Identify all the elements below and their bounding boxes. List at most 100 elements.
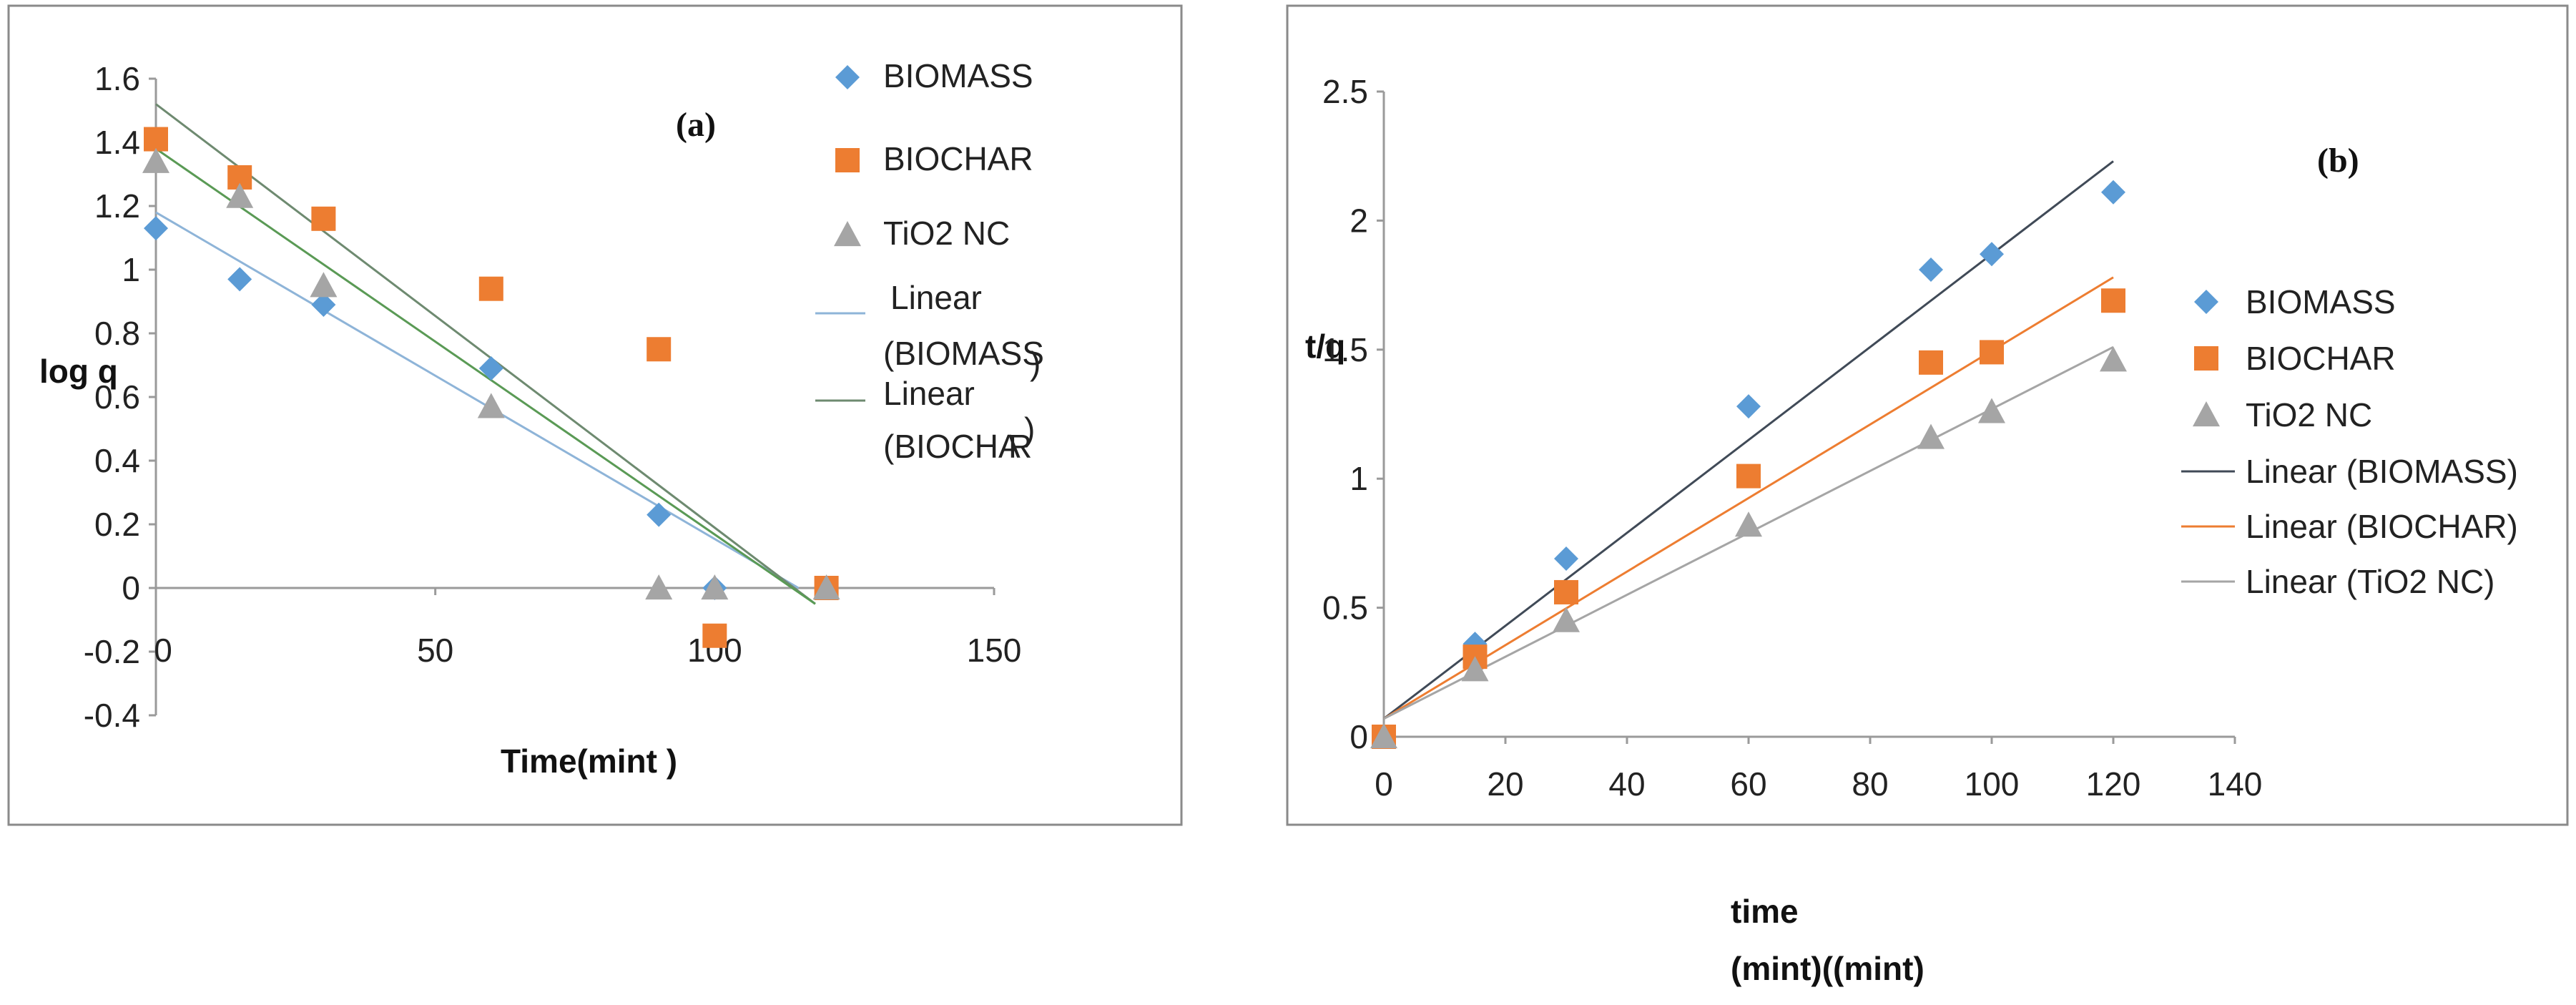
chart-a-frame	[7, 4, 1183, 826]
chart-b-point	[1980, 340, 2004, 365]
chart-b-point	[1554, 579, 1578, 604]
chart-a-point	[812, 574, 840, 600]
chart-b-xtick-label: 40	[1608, 765, 1645, 803]
chart-a-ytick-label: 1.4	[94, 124, 140, 161]
chart-a-point	[645, 574, 673, 600]
chart-a-point	[227, 267, 252, 292]
legend-a-tio2-label: TiO2 NC	[883, 215, 1010, 252]
chart-b: (b) t/q time (mint)((mint) BIOMASS BIOCH…	[1305, 73, 2518, 987]
chart-a-ytick-label: 0.6	[94, 378, 140, 416]
chart-b-point	[1919, 350, 1943, 375]
legend-b-linear-biochar-label: Linear (BIOCHAR)	[2246, 508, 2518, 545]
chart-a-legend: BIOMASS BIOCHAR TiO2 NC Linear (BIOMASS …	[815, 57, 1044, 465]
chart-a-legend-marker	[835, 65, 860, 89]
legend-a-linear-biomass-l3: )	[1030, 345, 1041, 382]
chart-a-point	[226, 182, 254, 208]
chart-a-point	[647, 502, 672, 527]
chart-b-xtick-label: 120	[2086, 765, 2141, 803]
chart-a-point	[478, 356, 503, 381]
chart-a-ytick-label: 1.2	[94, 187, 140, 225]
chart-b-point	[1980, 242, 2004, 267]
legend-b-tio2-label: TiO2 NC	[2246, 396, 2372, 433]
chart-a: (a) log q Time(mint ) BIOMASS BIOCHAR Ti…	[39, 57, 1044, 780]
chart-b-ytick-label: 0.5	[1322, 589, 1368, 627]
chart-a-xtick-label: 0	[154, 632, 172, 669]
chart-a-xlabel: Time(mint )	[501, 742, 677, 780]
chart-b-ytick-label: 2.5	[1322, 73, 1368, 110]
chart-a-ytick-label: 0.2	[94, 506, 140, 543]
chart-a-trendline	[155, 211, 800, 589]
legend-b-linear-biomass-label: Linear (BIOMASS)	[2246, 453, 2518, 490]
legend-a-linear-biomass-l2: (BIOMASS	[883, 335, 1044, 372]
legend-a-linear-biochar-l4: )	[1024, 411, 1035, 448]
chart-b-xtick-label: 60	[1730, 765, 1766, 803]
chart-a-ytick-label: -0.2	[84, 633, 140, 670]
chart-a-point	[311, 206, 336, 231]
chart-b-xtick-label: 0	[1375, 765, 1393, 803]
chart-a-legend-marker	[834, 221, 861, 247]
legend-a-linear-biomass-l1: Linear	[890, 279, 982, 316]
chart-a-ytick-label: 1.6	[94, 60, 140, 97]
chart-b-point	[1919, 257, 1943, 282]
chart-b-frame	[1286, 4, 2569, 826]
chart-b-point	[1554, 546, 1578, 572]
chart-b-xtick-label: 80	[1852, 765, 1888, 803]
chart-a-point	[144, 216, 168, 241]
chart-b-point	[2100, 346, 2127, 372]
chart-a-xtick-label: 150	[967, 632, 1022, 669]
chart-b-ytick-label: 1	[1350, 460, 1368, 497]
chart-b-point	[1736, 464, 1761, 489]
chart-b-xlabel-line1: time	[1731, 893, 1799, 930]
chart-b-ylabel: t/q	[1305, 328, 1345, 365]
chart-b-point	[1461, 656, 1489, 682]
chart-b-point	[1553, 607, 1580, 632]
chart-b-point	[1736, 394, 1761, 419]
legend-b-linear-tio2-label: Linear (TiO2 NC)	[2246, 563, 2494, 600]
chart-b-point	[2101, 288, 2125, 313]
chart-b-xtick-label: 140	[2208, 765, 2263, 803]
chart-a-point	[144, 127, 168, 152]
chart-a-point	[310, 272, 338, 298]
legend-a-biochar-label: BIOCHAR	[883, 140, 1033, 177]
chart-b-legend-marker	[2194, 346, 2218, 371]
chart-b-legend-marker	[2194, 290, 2218, 314]
chart-b-ytick-label: 1.5	[1322, 331, 1368, 368]
chart-b-point	[1370, 723, 1397, 749]
chart-b-legend-marker	[2193, 401, 2220, 427]
chart-b-xtick-label: 100	[1965, 765, 2020, 803]
chart-a-point	[701, 574, 729, 600]
legend-a-linear-biochar-l3: R	[1008, 428, 1032, 465]
chart-a-point	[142, 147, 169, 173]
legend-b-biomass-label: BIOMASS	[2246, 283, 2396, 320]
chart-b-legend: BIOMASS BIOCHAR TiO2 NC Linear (BIOMASS)…	[2181, 283, 2518, 600]
chart-a-ytick-label: 0	[122, 569, 140, 607]
chart-a-point	[477, 393, 505, 418]
chart-a-point	[702, 623, 727, 648]
chart-b-point	[1735, 511, 1762, 537]
legend-a-linear-biochar-l1: Linear	[883, 375, 975, 412]
panel-label-a: (a)	[676, 106, 716, 144]
legend-a-linear-biochar-l2: (BIOCHA	[883, 428, 1021, 465]
chart-b-xlabel-line2: (mint)((mint)	[1731, 950, 1924, 987]
chart-b-xtick-label: 20	[1487, 765, 1523, 803]
chart-a-trendline	[155, 147, 816, 605]
chart-a-ylabel: log q	[39, 353, 118, 390]
chart-a-xtick-label: 50	[417, 632, 453, 669]
chart-a-ytick-label: -0.4	[84, 697, 140, 734]
legend-a-biomass-label: BIOMASS	[883, 57, 1033, 94]
panel-label-b: (b)	[2317, 142, 2359, 180]
chart-a-ytick-label: 0.8	[94, 315, 140, 352]
chart-a-trendline	[155, 103, 816, 605]
chart-b-point	[1978, 398, 2005, 423]
chart-b-point	[1917, 423, 1945, 449]
chart-a-legend-marker	[835, 148, 860, 172]
chart-b-point	[2101, 180, 2125, 205]
chart-a-point	[478, 276, 503, 301]
chart-b-ytick-label: 0	[1350, 718, 1368, 755]
legend-b-biochar-label: BIOCHAR	[2246, 340, 2396, 377]
chart-a-point	[311, 292, 336, 317]
chart-a-point	[647, 337, 672, 362]
chart-a-ytick-label: 0.4	[94, 442, 140, 479]
chart-a-ytick-label: 1	[122, 251, 140, 288]
